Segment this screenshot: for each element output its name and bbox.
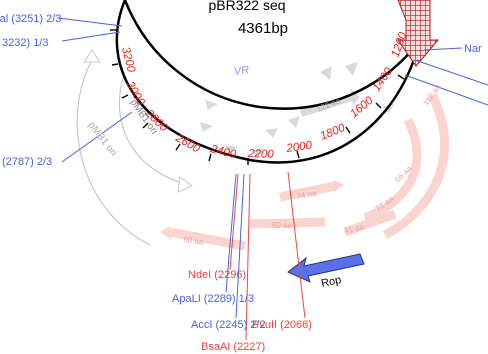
orf-label-122: 122 aa	[315, 96, 342, 114]
tick-labels: 1200 1400 1600 1800 2000 2200 2400 2600 …	[119, 30, 410, 161]
orf-arrows	[160, 92, 450, 251]
tick-label-2200: 2200	[247, 148, 275, 161]
orf-label-60: 60 aa	[183, 235, 205, 247]
site-labels: ral (3251) 2/3 3232) 1/3 (2787) 2/3 Nar …	[0, 13, 482, 353]
orf-label-69: 69 aa	[272, 221, 293, 230]
site-label-mid-left[interactable]: (2787) 2/3	[2, 156, 52, 168]
region-label: VR	[233, 64, 250, 78]
site-label-pvu[interactable]: PvuII (2066)	[252, 319, 312, 331]
site-label-nde[interactable]: NdeI (2296)	[188, 269, 246, 281]
rop-label[interactable]: Rop	[320, 274, 342, 290]
site-label-nar[interactable]: Nar	[464, 43, 482, 55]
ori-outer-arc[interactable]	[76, 59, 151, 246]
site-label-apa[interactable]: ApaLI (2289) 1/3	[172, 293, 254, 305]
plasmid-name: pBR322 seq	[208, 0, 285, 13]
tick-label-2600: 2600	[173, 132, 203, 156]
orf-label-74: 74 aa	[296, 189, 318, 201]
rop-arrow[interactable]	[287, 253, 365, 283]
site-label-top-left-2[interactable]: 3232) 1/3	[2, 37, 48, 49]
site-label-bsa[interactable]: BsaAI (2227)	[201, 341, 265, 353]
ori-label-inner[interactable]: pMB1 ori	[86, 120, 119, 158]
cut-lines	[57, 17, 488, 341]
tick-label-2400: 2400	[208, 143, 237, 161]
ori-arrows	[76, 49, 193, 246]
tick-label-2000: 2000	[285, 139, 314, 155]
ori-inner-arc[interactable]	[118, 71, 186, 185]
site-label-top-left-1[interactable]: ral (3251) 2/3	[0, 13, 61, 25]
orf-label-41: 41 aa	[343, 222, 365, 236]
site-label-acc[interactable]: AccI (2245) 2/2	[191, 319, 266, 331]
plasmid-backbone	[123, 0, 422, 110]
plasmid-length: 4361bp	[238, 20, 288, 37]
tick-label-1800: 1800	[319, 122, 348, 143]
